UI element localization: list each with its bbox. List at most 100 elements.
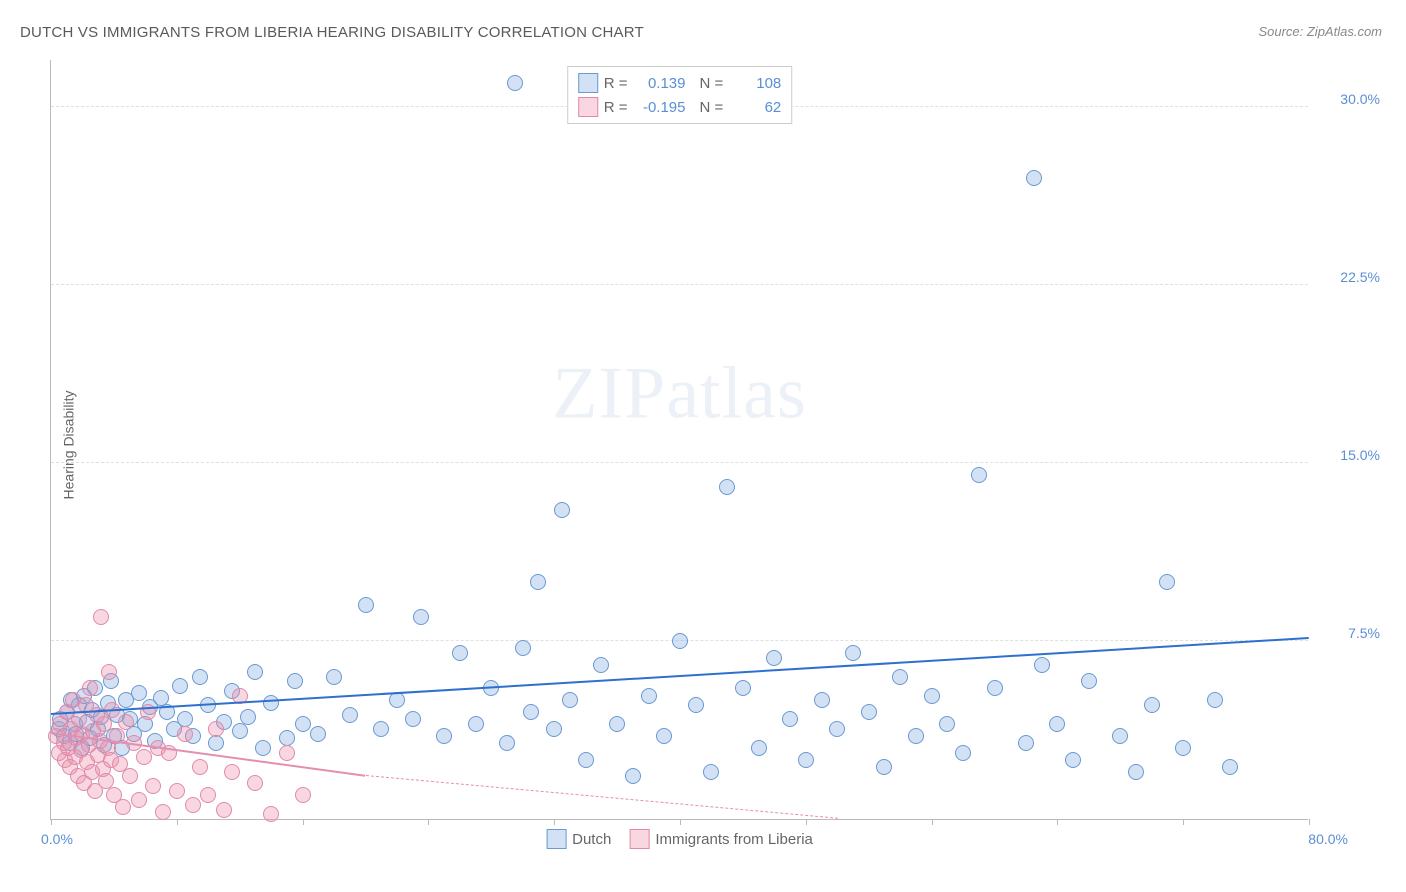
scatter-point	[247, 664, 263, 680]
y-tick-label: 22.5%	[1320, 269, 1380, 285]
scatter-point	[562, 692, 578, 708]
scatter-point	[200, 787, 216, 803]
scatter-point	[452, 645, 468, 661]
scatter-point	[122, 768, 138, 784]
x-tick	[428, 819, 429, 825]
scatter-point	[499, 735, 515, 751]
scatter-point	[82, 680, 98, 696]
scatter-point	[136, 749, 152, 765]
scatter-point	[177, 726, 193, 742]
x-tick	[1183, 819, 1184, 825]
scatter-point	[766, 650, 782, 666]
scatter-point	[1081, 673, 1097, 689]
scatter-point	[405, 711, 421, 727]
scatter-point	[1034, 657, 1050, 673]
x-tick	[932, 819, 933, 825]
scatter-point	[1049, 716, 1065, 732]
scatter-point	[523, 704, 539, 720]
scatter-point	[939, 716, 955, 732]
x-tick	[303, 819, 304, 825]
x-axis-min: 0.0%	[41, 831, 73, 847]
scatter-point	[656, 728, 672, 744]
scatter-point	[131, 792, 147, 808]
legend-row-dutch: R = 0.139 N = 108	[578, 71, 782, 95]
swatch-dutch	[578, 73, 598, 93]
scatter-point	[924, 688, 940, 704]
x-tick	[51, 819, 52, 825]
scatter-point	[295, 716, 311, 732]
scatter-point	[1207, 692, 1223, 708]
y-tick-label: 15.0%	[1320, 447, 1380, 463]
scatter-point	[255, 740, 271, 756]
gridline	[51, 284, 1308, 285]
scatter-point	[861, 704, 877, 720]
scatter-point	[295, 787, 311, 803]
source-label: Source: ZipAtlas.com	[1258, 24, 1382, 39]
legend-item-liberia: Immigrants from Liberia	[629, 829, 813, 849]
scatter-point	[1159, 574, 1175, 590]
swatch-dutch-bottom	[546, 829, 566, 849]
x-tick	[680, 819, 681, 825]
scatter-point	[342, 707, 358, 723]
scatter-point	[1112, 728, 1128, 744]
gridline	[51, 462, 1308, 463]
scatter-point	[876, 759, 892, 775]
y-tick-label: 7.5%	[1320, 625, 1380, 641]
swatch-liberia-bottom	[629, 829, 649, 849]
scatter-point	[240, 709, 256, 725]
x-tick	[1057, 819, 1058, 825]
scatter-point	[641, 688, 657, 704]
swatch-liberia	[578, 97, 598, 117]
scatter-point	[987, 680, 1003, 696]
y-tick-label: 30.0%	[1320, 91, 1380, 107]
scatter-point	[389, 692, 405, 708]
scatter-point	[955, 745, 971, 761]
scatter-point	[326, 669, 342, 685]
scatter-point	[554, 502, 570, 518]
scatter-point	[436, 728, 452, 744]
scatter-point	[735, 680, 751, 696]
scatter-point	[751, 740, 767, 756]
scatter-point	[263, 806, 279, 822]
scatter-point	[172, 678, 188, 694]
legend-series: Dutch Immigrants from Liberia	[546, 829, 813, 849]
x-tick	[1309, 819, 1310, 825]
scatter-point	[672, 633, 688, 649]
scatter-point	[1175, 740, 1191, 756]
scatter-point	[413, 609, 429, 625]
scatter-point	[609, 716, 625, 732]
scatter-point	[247, 775, 263, 791]
scatter-point	[373, 721, 389, 737]
x-tick	[554, 819, 555, 825]
scatter-point	[593, 657, 609, 673]
x-tick	[806, 819, 807, 825]
legend-item-dutch: Dutch	[546, 829, 611, 849]
scatter-point	[1065, 752, 1081, 768]
scatter-point	[971, 467, 987, 483]
scatter-point	[185, 797, 201, 813]
scatter-point	[93, 609, 109, 625]
scatter-point	[224, 764, 240, 780]
scatter-point	[1222, 759, 1238, 775]
scatter-point	[279, 745, 295, 761]
scatter-point	[908, 728, 924, 744]
scatter-point	[287, 673, 303, 689]
scatter-point	[515, 640, 531, 656]
scatter-point	[892, 669, 908, 685]
scatter-point	[688, 697, 704, 713]
watermark: ZIPatlas	[552, 351, 807, 436]
scatter-point	[131, 685, 147, 701]
scatter-point	[263, 695, 279, 711]
scatter-point	[546, 721, 562, 737]
scatter-point	[625, 768, 641, 784]
legend-stats: R = 0.139 N = 108 R = -0.195 N = 62	[567, 66, 793, 124]
scatter-point	[101, 664, 117, 680]
scatter-point	[118, 714, 134, 730]
scatter-point	[216, 802, 232, 818]
scatter-point	[145, 778, 161, 794]
scatter-point	[232, 723, 248, 739]
scatter-point	[703, 764, 719, 780]
scatter-point	[468, 716, 484, 732]
scatter-point	[169, 783, 185, 799]
scatter-point	[798, 752, 814, 768]
